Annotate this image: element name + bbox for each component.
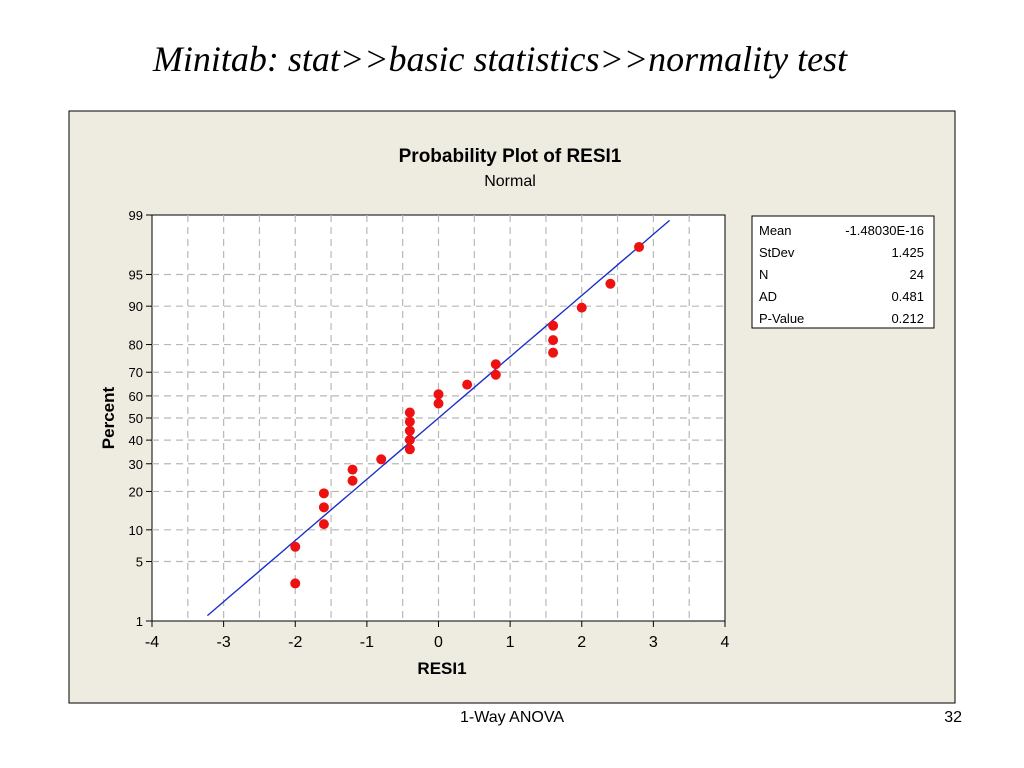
slide-title: Minitab: stat>>basic statistics>>normali…	[152, 39, 848, 79]
x-tick-label: 3	[649, 634, 658, 651]
y-tick-label: 80	[129, 338, 143, 353]
stats-label: AD	[759, 289, 777, 304]
y-tick-label: 95	[129, 267, 143, 282]
grid-lines	[152, 215, 725, 621]
data-point	[490, 369, 501, 380]
data-point	[462, 379, 473, 390]
y-tick-label: 10	[129, 523, 143, 538]
x-tick-label: -3	[217, 634, 231, 651]
data-point	[404, 407, 415, 418]
stats-value: 24	[910, 267, 924, 282]
y-tick-label: 70	[129, 365, 143, 380]
stats-label: P-Value	[759, 311, 804, 326]
data-point	[404, 416, 415, 427]
x-tick-label: 0	[434, 634, 443, 651]
data-point	[404, 444, 415, 455]
fit-line	[206, 219, 671, 617]
y-axis-label: Percent	[99, 386, 118, 449]
x-tick-label: -4	[145, 634, 159, 651]
chart-subtitle: Normal	[484, 173, 536, 190]
slide-footer: 1-Way ANOVA	[459, 709, 565, 726]
y-tick-label: 1	[136, 614, 143, 629]
data-point	[318, 488, 329, 499]
x-tick-label: -1	[360, 634, 374, 651]
data-point	[548, 347, 559, 358]
data-point	[347, 464, 358, 475]
stats-table: Mean -1.48030E-16 StDev 1.425 N 24 AD 0.481 P-Va…	[759, 223, 924, 326]
y-tick-label: 50	[129, 411, 143, 426]
data-point	[347, 475, 358, 486]
x-tick-label: 2	[577, 634, 586, 651]
stats-label: StDev	[759, 245, 795, 260]
data-point	[290, 578, 301, 589]
chart-title: Probability Plot of RESI1	[399, 146, 622, 167]
data-points	[290, 241, 645, 589]
stats-value: 0.212	[891, 311, 924, 326]
y-tick-label: 20	[129, 484, 143, 499]
data-point	[433, 398, 444, 409]
stats-label: N	[759, 267, 768, 282]
stats-value: 1.425	[891, 245, 924, 260]
y-axis: 1 5 10 20 30 40 50 60 70 80 90 95 99	[129, 208, 152, 629]
data-point	[318, 502, 329, 513]
data-point	[548, 320, 559, 331]
data-point	[290, 541, 301, 552]
y-tick-label: 99	[129, 208, 143, 223]
data-point	[490, 359, 501, 370]
y-tick-label: 5	[136, 555, 143, 570]
data-point	[548, 335, 559, 346]
data-point	[605, 278, 616, 289]
x-tick-label: 4	[721, 634, 730, 651]
x-tick-label: 1	[506, 634, 515, 651]
x-tick-label: -2	[288, 634, 302, 651]
data-point	[404, 434, 415, 445]
fit-line-layer	[206, 219, 671, 617]
page-number: 32	[944, 709, 962, 726]
y-tick-label: 90	[129, 299, 143, 314]
data-point	[433, 389, 444, 400]
y-tick-label: 40	[129, 433, 143, 448]
data-point	[576, 302, 587, 313]
data-point	[634, 241, 645, 252]
data-point	[376, 454, 387, 465]
data-point	[318, 519, 329, 530]
y-tick-label: 60	[129, 389, 143, 404]
stats-value: 0.481	[891, 289, 924, 304]
x-axis: -4 -3 -2 -1 0 1 2 3 4	[145, 621, 730, 651]
y-tick-label: 30	[129, 457, 143, 472]
data-point	[404, 425, 415, 436]
stats-box	[751, 215, 935, 329]
stats-label: Mean	[759, 223, 792, 238]
x-axis-label: RESI1	[417, 659, 466, 678]
stats-value: -1.48030E-16	[845, 223, 924, 238]
